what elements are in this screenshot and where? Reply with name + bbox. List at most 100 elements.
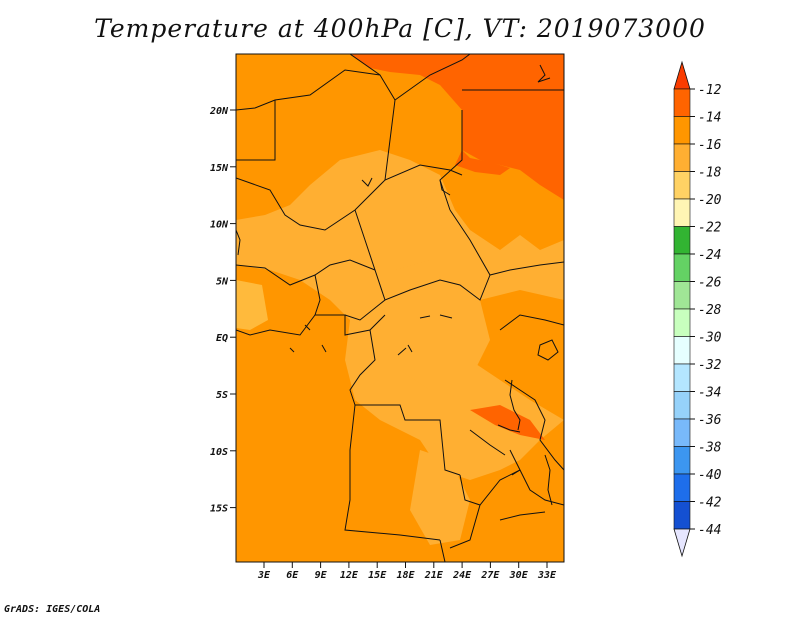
colorbar-label: -22 <box>698 221 722 236</box>
lon-tick-label: 18E <box>396 570 415 581</box>
colorbar-label: -34 <box>698 386 721 401</box>
coast-outline <box>497 424 521 433</box>
colorbar-label: -32 <box>698 358 722 373</box>
field-warmest-east <box>470 405 545 440</box>
field-warm-east <box>460 290 564 420</box>
colorbar-label: -20 <box>698 193 722 208</box>
border-line <box>354 209 491 301</box>
colorbar-label: -38 <box>698 441 722 456</box>
border-line <box>236 164 463 231</box>
lat-tick-label: 20N <box>209 106 229 117</box>
lat-tick-label: EQ <box>216 333 228 344</box>
colorbar-label: -28 <box>698 303 722 318</box>
colorbar-top-triangle <box>673 60 691 90</box>
border-line <box>499 314 564 331</box>
colorbar-box <box>673 308 691 337</box>
colorbar-label: -26 <box>698 276 722 291</box>
colorbar-box <box>673 501 691 530</box>
border-line <box>519 469 564 506</box>
colorbar-box <box>673 116 691 145</box>
coast-outline <box>361 177 373 187</box>
colorbar-label: -18 <box>698 166 722 181</box>
border-line <box>439 539 446 562</box>
colorbar-box <box>673 363 691 392</box>
border-line <box>344 404 441 541</box>
coast-outline <box>289 324 327 353</box>
field-cool-basin <box>380 285 490 390</box>
coast-outline <box>397 344 413 356</box>
colorbar-box <box>673 226 691 255</box>
colorbar-box <box>673 198 691 227</box>
colorbar-label: -36 <box>698 413 722 428</box>
colorbar-box <box>673 253 691 282</box>
border-line <box>449 209 564 276</box>
coast-outline <box>537 64 551 83</box>
colorbar-label: -14 <box>698 111 721 126</box>
temperature-field <box>236 54 564 562</box>
border-line <box>349 329 376 406</box>
lake-outline <box>509 449 521 476</box>
lat-tick-label: 10N <box>210 220 229 231</box>
map-title: Temperature at 400hPa [C], VT: 201907300… <box>94 14 706 43</box>
border-line <box>344 299 386 321</box>
border-line <box>504 379 564 471</box>
lon-tick-label: 33E <box>537 570 557 581</box>
colorbar-box <box>673 88 691 117</box>
colorbar-box <box>673 171 691 200</box>
border-line <box>349 54 396 181</box>
lon-tick-label: 24E <box>452 570 472 581</box>
coast-outline <box>419 314 453 319</box>
boundaries <box>236 54 564 562</box>
lon-tick-label: 9E <box>315 570 328 581</box>
lake-outline <box>537 339 559 361</box>
lon-tick-label: 3E <box>257 570 271 581</box>
colorbar: -12 -14 -16 -18 -20 -22 -24 -26 -28 -30 -32 -34 -36 -… <box>673 60 722 558</box>
latitude-axis: 20N 15N 10N 5N EQ 5S 10S 15S <box>209 106 236 515</box>
colorbar-label: -42 <box>698 496 722 511</box>
colorbar-box <box>673 391 691 420</box>
lon-tick-label: 21E <box>424 570 444 581</box>
colorbar-box <box>673 473 691 502</box>
colorbar-label: -40 <box>698 468 722 483</box>
border-line <box>394 54 471 101</box>
lat-tick-label: 15S <box>210 504 228 515</box>
lat-tick-label: 5N <box>216 276 229 287</box>
coast-outline <box>236 229 241 256</box>
border-line <box>439 179 451 196</box>
colorbar-box <box>673 446 691 475</box>
colorbar-label: -44 <box>698 523 721 538</box>
border-line <box>439 110 463 211</box>
lake-outline <box>544 454 553 506</box>
colorbar-bottom-triangle <box>673 528 691 558</box>
border-line <box>236 314 316 336</box>
colorbar-label: -30 <box>698 331 722 346</box>
colorbar-box <box>673 418 691 447</box>
border-line <box>236 69 381 111</box>
field-cool-central <box>310 180 445 270</box>
lake-outline <box>509 379 521 431</box>
lon-tick-label: 12E <box>340 570 359 581</box>
border-line <box>449 504 481 549</box>
grads-credit: GrADS: IGES/COLA <box>4 604 101 615</box>
colorbar-box <box>673 336 691 365</box>
border-line <box>499 511 546 521</box>
lat-tick-label: 15N <box>210 163 229 174</box>
colorbar-box <box>673 281 691 310</box>
border-line <box>355 404 461 476</box>
lon-tick-label: 6E <box>286 570 299 581</box>
longitude-axis: 3E 6E 9E 12E 15E 18E 21E 24E 27E 30E 33E <box>257 562 557 581</box>
lat-tick-label: 5S <box>216 390 228 401</box>
lon-tick-label: 30E <box>509 570 529 581</box>
field-warm-west <box>236 340 350 562</box>
border-line <box>236 100 276 161</box>
lon-tick-label: 27E <box>480 570 500 581</box>
field-cool-coast <box>236 280 268 330</box>
colorbar-label: -12 <box>698 83 722 98</box>
colorbar-label: -16 <box>698 138 722 153</box>
lat-tick-label: 10S <box>210 447 228 458</box>
colorbar-box <box>673 143 691 172</box>
map-frame <box>235 53 565 563</box>
colorbar-label: -24 <box>698 248 721 263</box>
lon-tick-label: 15E <box>368 570 387 581</box>
